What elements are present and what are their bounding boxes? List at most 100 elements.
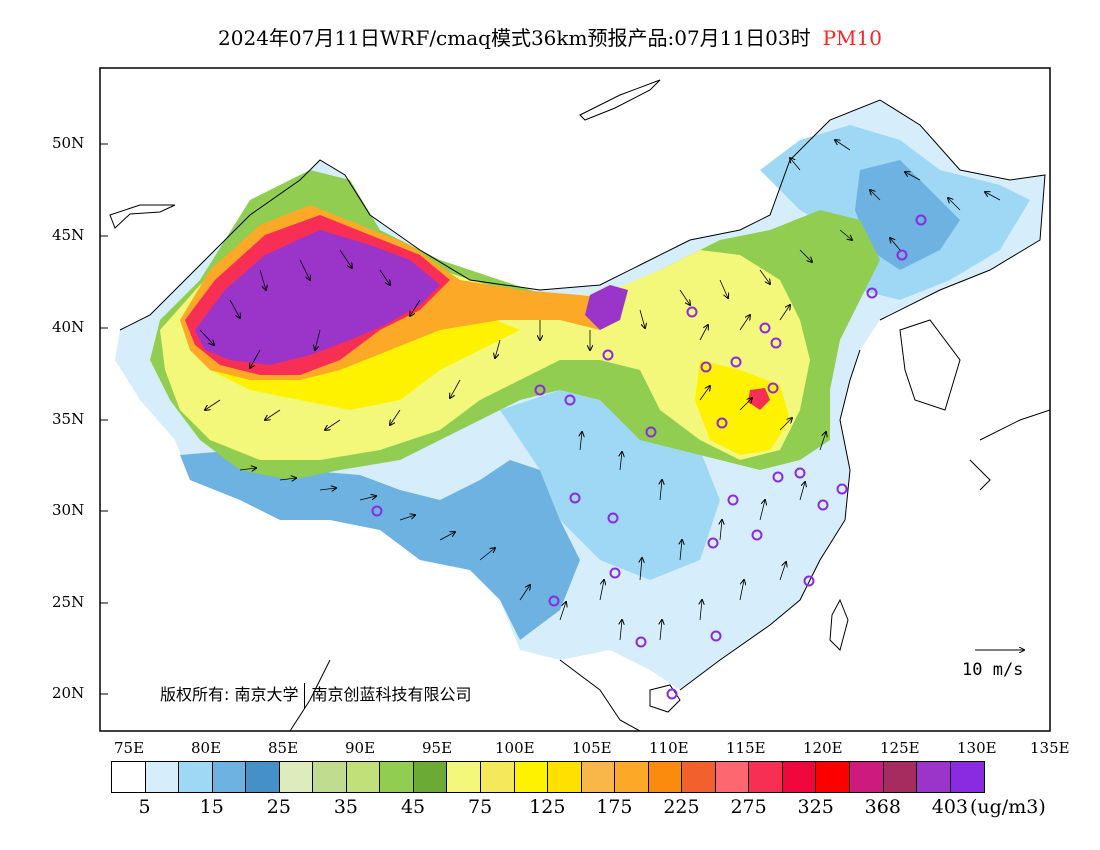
- colorbar-label: 225: [663, 796, 700, 818]
- city-marker: [772, 471, 784, 483]
- lat-tick-50n: 50N: [52, 134, 85, 152]
- colorbar-swatch: [413, 762, 448, 792]
- colorbar-swatch: [548, 762, 582, 792]
- city-marker: [564, 394, 576, 406]
- colorbar-swatch: [715, 762, 750, 792]
- colorbar-swatch: [950, 762, 985, 792]
- lon-tick-100e: 100E: [495, 739, 535, 757]
- lat-tick-25n: 25N: [52, 593, 85, 611]
- city-marker: [794, 467, 806, 479]
- copyright-part2: 南京创蓝科技有限公司: [311, 685, 472, 704]
- city-marker: [686, 306, 698, 318]
- gobi-purple: [585, 285, 628, 330]
- colorbar: [111, 761, 986, 793]
- colorbar-label: 403: [931, 796, 969, 818]
- china-outline: [119, 99, 1046, 331]
- city-marker: [751, 529, 763, 541]
- colorbar-swatch: [749, 762, 783, 792]
- colorbar-label: 175: [596, 796, 633, 818]
- colorbar-swatch: [145, 762, 180, 792]
- lon-tick-75e: 75E: [114, 739, 145, 757]
- lat-tick-40n: 40N: [52, 318, 85, 336]
- lon-tick-90e: 90E: [345, 739, 376, 757]
- lon-tick-110e: 110E: [649, 739, 689, 757]
- colorbar-label: 275: [730, 796, 767, 818]
- city-marker: [817, 499, 829, 511]
- city-marker: [896, 249, 908, 261]
- colorbar-swatch: [179, 762, 213, 792]
- lake-baikal: [579, 79, 661, 121]
- east-coast: [679, 349, 861, 691]
- pollutant-label: PM10: [822, 26, 882, 50]
- city-marker: [770, 337, 782, 349]
- city-marker: [915, 214, 927, 226]
- lon-tick-85e: 85E: [268, 739, 299, 757]
- city-marker: [569, 492, 581, 504]
- colorbar-label: 35: [333, 796, 359, 818]
- balkhash: [109, 204, 176, 229]
- colorbar-swatch: [346, 762, 381, 792]
- city-marker: [716, 417, 728, 429]
- copyright-separator: [304, 682, 306, 709]
- city-marker: [666, 688, 678, 700]
- lat-tick-20n: 20N: [52, 684, 85, 702]
- city-marker: [548, 595, 560, 607]
- colorbar-swatch: [816, 762, 851, 792]
- colorbar-swatch: [212, 762, 247, 792]
- northeast-midblue: [855, 160, 960, 270]
- wind-vectors: [199, 140, 1001, 641]
- city-marker: [602, 349, 614, 361]
- lon-tick-125e: 125E: [880, 739, 920, 757]
- lon-tick-120e: 120E: [803, 739, 843, 757]
- colorbar-label: 5: [138, 796, 151, 818]
- colorbar-unit: (ug/m3): [970, 796, 1046, 818]
- colorbar-label: 368: [864, 796, 901, 818]
- lon-tick-105e: 105E: [572, 739, 612, 757]
- colorbar-label: 15: [199, 796, 224, 818]
- city-marker: [866, 287, 878, 299]
- city-marker: [635, 636, 647, 648]
- colorbar-swatch: [481, 762, 515, 792]
- korea: [899, 319, 961, 411]
- hainan: [649, 684, 681, 713]
- colorbar-swatch: [112, 762, 146, 792]
- lat-tick-30n: 30N: [52, 501, 85, 519]
- lon-tick-95e: 95E: [422, 739, 453, 757]
- city-marker: [730, 356, 742, 368]
- city-marker: [767, 382, 779, 394]
- city-marker: [759, 322, 771, 334]
- city-marker: [727, 494, 739, 506]
- lat-tick-marks: [100, 143, 108, 695]
- bay-of-bengal: [289, 659, 331, 731]
- city-marker: [803, 575, 815, 587]
- colorbar-swatch: [850, 762, 884, 792]
- lon-tick-135e: 135E: [1030, 739, 1070, 757]
- colorbar-label: 325: [797, 796, 834, 818]
- plot-frame: [99, 67, 1051, 732]
- colorbar-swatch: [246, 762, 280, 792]
- lon-tick-115e: 115E: [726, 739, 766, 757]
- tibet-south-blue: [180, 450, 580, 640]
- colorbar-swatch: [313, 762, 347, 792]
- map-title: 2024年07月11日WRF/cmaq模式36km预报产品:07月11日03时 P…: [0, 22, 1100, 51]
- city-marker: [645, 426, 657, 438]
- copyright-notice: 版权所有: 南京大学 南京创蓝科技有限公司: [160, 681, 472, 709]
- city-markers: [371, 214, 927, 700]
- henan-red-spot: [748, 388, 770, 410]
- lon-tick-80e: 80E: [191, 739, 222, 757]
- japan: [969, 409, 1050, 491]
- indochina: [559, 659, 641, 731]
- copyright-part1: 版权所有: 南京大学: [160, 685, 299, 704]
- colorbar-label: 125: [529, 796, 566, 818]
- boundaries: [109, 79, 1050, 731]
- title-text: 2024年07月11日WRF/cmaq模式36km预报产品:07月11日03时: [218, 26, 811, 50]
- city-marker: [710, 630, 722, 642]
- colorbar-swatch: [917, 762, 951, 792]
- colorbar-swatch: [615, 762, 649, 792]
- city-marker: [707, 537, 719, 549]
- colorbar-swatch: [782, 762, 817, 792]
- city-marker: [700, 361, 712, 373]
- colorbar-swatch: [648, 762, 683, 792]
- colorbar-label: 75: [468, 796, 493, 818]
